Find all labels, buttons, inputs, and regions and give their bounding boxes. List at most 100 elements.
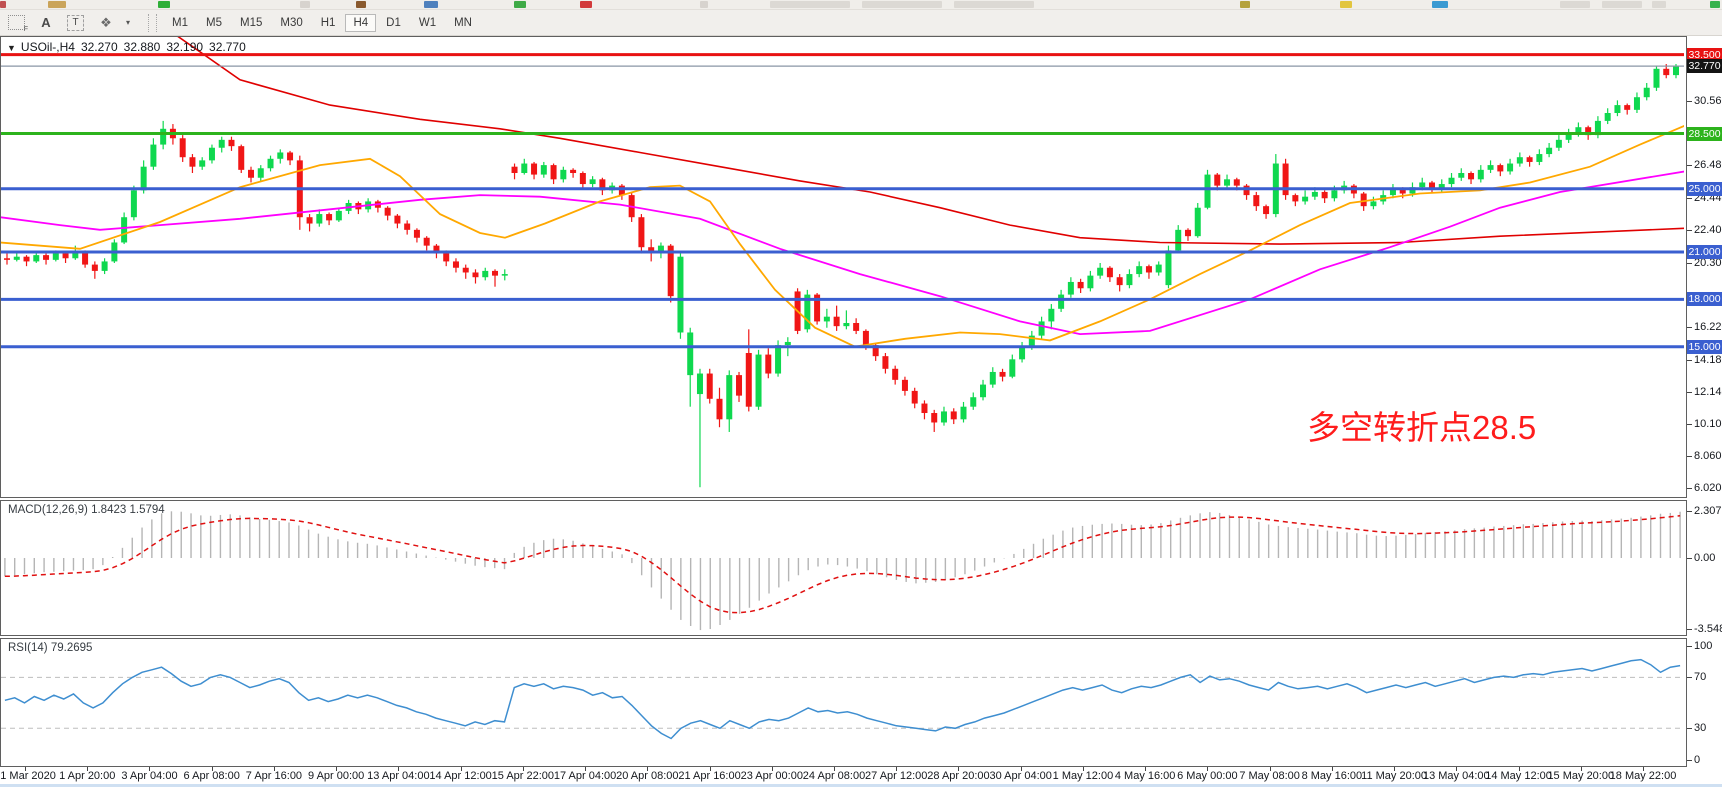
time-tick-mark [647, 767, 649, 771]
clipped-icon-fragment [1652, 1, 1666, 8]
axis-tick-mark [1687, 677, 1692, 679]
timeframe-button-h4[interactable]: H4 [345, 14, 377, 32]
time-tick-label: 13 Apr 04:00 [367, 770, 430, 782]
time-tick-mark [1643, 767, 1644, 771]
time-tick-mark [336, 767, 338, 771]
clipped-icon-fragment [300, 1, 310, 8]
axis-tick-label: 6.020 [1694, 482, 1722, 495]
time-tick-mark [958, 767, 960, 771]
open-value: 32.270 [80, 40, 118, 54]
time-tick-label: 8 May 16:00 [1301, 770, 1363, 782]
timeframe-button-d1[interactable]: D1 [378, 14, 409, 32]
time-tick-label: 1 Apr 20:00 [59, 770, 116, 782]
clipped-toolbar-icons [0, 0, 1722, 10]
time-tick-mark [1580, 767, 1582, 771]
clipped-icon-fragment [1602, 1, 1642, 8]
time-tick-mark [25, 767, 26, 771]
time-tick-label: 15 May 20:00 [1547, 770, 1615, 782]
timeframe-button-m15[interactable]: M15 [232, 14, 270, 32]
time-tick-mark [834, 767, 835, 771]
time-tick-mark [1082, 767, 1084, 771]
macd-panel[interactable] [0, 500, 1687, 636]
time-tick-mark [1269, 767, 1271, 771]
symbol-dropdown-icon[interactable]: ▼ [7, 43, 16, 53]
axis-tick-mark [1687, 229, 1692, 231]
time-tick-mark [398, 767, 400, 771]
timeframe-button-m1[interactable]: M1 [164, 14, 196, 32]
price-level-label: 18.000 [1687, 292, 1722, 307]
time-tick-mark [1207, 767, 1209, 771]
clipped-icon-fragment [954, 1, 1034, 8]
timeframe-button-h1[interactable]: H1 [313, 14, 344, 32]
time-tick-mark [273, 767, 275, 771]
time-tick-mark [709, 767, 711, 771]
toolbar-drag-handle[interactable] [148, 13, 158, 32]
time-tick-label: 15 Apr 22:00 [491, 770, 555, 782]
axis-tick-mark [1687, 391, 1692, 393]
axis-tick-label: 100 [1694, 640, 1713, 652]
axis-tick-mark [1687, 558, 1692, 559]
time-tick-mark [1331, 767, 1333, 771]
time-tick-label: 24 Apr 08:00 [802, 770, 866, 782]
price-level-label: 33.500 [1687, 47, 1722, 62]
clipped-icon-fragment [514, 1, 526, 8]
axis-tick-mark [1687, 629, 1692, 630]
rsi-panel[interactable] [0, 638, 1687, 767]
clipped-icon-fragment [1432, 1, 1448, 8]
time-tick-mark [771, 767, 773, 771]
close-value: 32.770 [209, 40, 246, 54]
timeframe-button-m30[interactable]: M30 [272, 14, 310, 32]
time-tick-label: 18 May 22:00 [1609, 770, 1677, 782]
shapes-dropdown-button[interactable]: ▾ [119, 12, 137, 33]
macd-indicator-label: MACD(12,26,9) 1.8423 1.5794 [8, 504, 165, 516]
timeframe-button-w1[interactable]: W1 [411, 14, 444, 32]
time-tick-mark [460, 767, 462, 771]
shapes-tool-button[interactable]: ❖ [93, 12, 117, 33]
time-axis[interactable]: 31 Mar 2020 1 Apr 20:00 3 Apr 04:00 6 Apr 0… [0, 767, 1722, 784]
macd-main-value: 1.8423 [91, 504, 127, 516]
axis-tick-mark [1687, 488, 1692, 490]
text-label-icon: A [41, 15, 51, 30]
time-tick-label: 6 Apr 08:00 [183, 770, 240, 782]
time-tick-label: 30 Apr 04:00 [989, 770, 1052, 782]
time-tick-label: 31 Mar 2020 [0, 770, 56, 782]
axis-tick-label: 20.300 [1694, 257, 1722, 269]
axis-tick-label: 30.560 [1694, 95, 1722, 107]
axis-tick-mark [1687, 424, 1692, 426]
clipped-icon-fragment [1560, 1, 1590, 8]
grid-indicator-tool-button[interactable]: F [1, 12, 32, 33]
axis-tick-mark [1687, 760, 1692, 761]
text-box-tool-button[interactable]: T [60, 12, 91, 33]
timeframe-button-m5[interactable]: M5 [198, 14, 230, 32]
text-label-tool-button[interactable]: A [34, 12, 58, 33]
clipped-icon-fragment [862, 1, 942, 8]
axis-tick-label: 0 [1694, 754, 1701, 766]
axis-tick-label: 26.480 [1694, 159, 1722, 172]
time-tick-label: 11 May 20:00 [1361, 770, 1427, 782]
time-tick-mark [1456, 767, 1458, 771]
time-tick-mark [1394, 767, 1396, 771]
axis-tick-mark [1687, 728, 1692, 730]
time-tick-label: 27 Apr 12:00 [865, 770, 928, 782]
axis-tick-mark [1687, 101, 1692, 102]
time-tick-label: 14 May 12:00 [1485, 770, 1552, 782]
time-tick-label: 9 Apr 00:00 [308, 770, 365, 782]
chevron-down-icon: ▾ [126, 18, 131, 27]
axis-tick-label: 14.180 [1694, 353, 1722, 366]
time-tick-mark [522, 767, 524, 771]
axis-tick-label: 10.100 [1694, 418, 1722, 431]
time-tick-label: 7 Apr 16:00 [245, 770, 303, 782]
timeframe-button-mn[interactable]: MN [446, 14, 480, 32]
time-tick-mark [211, 767, 213, 771]
text-box-icon: T [67, 14, 84, 31]
price-level-label: 21.000 [1687, 244, 1722, 259]
time-tick-label: 4 May 16:00 [1114, 770, 1176, 782]
time-tick-label: 17 Apr 04:00 [553, 770, 617, 782]
clipped-icon-fragment [700, 1, 708, 8]
time-tick-mark [1518, 767, 1520, 771]
price-level-label: 28.500 [1687, 126, 1722, 141]
window-bottom-edge [0, 784, 1722, 787]
axis-tick-label: 70 [1694, 671, 1707, 684]
grid-icon: F [8, 15, 28, 33]
time-tick-mark [585, 767, 587, 771]
